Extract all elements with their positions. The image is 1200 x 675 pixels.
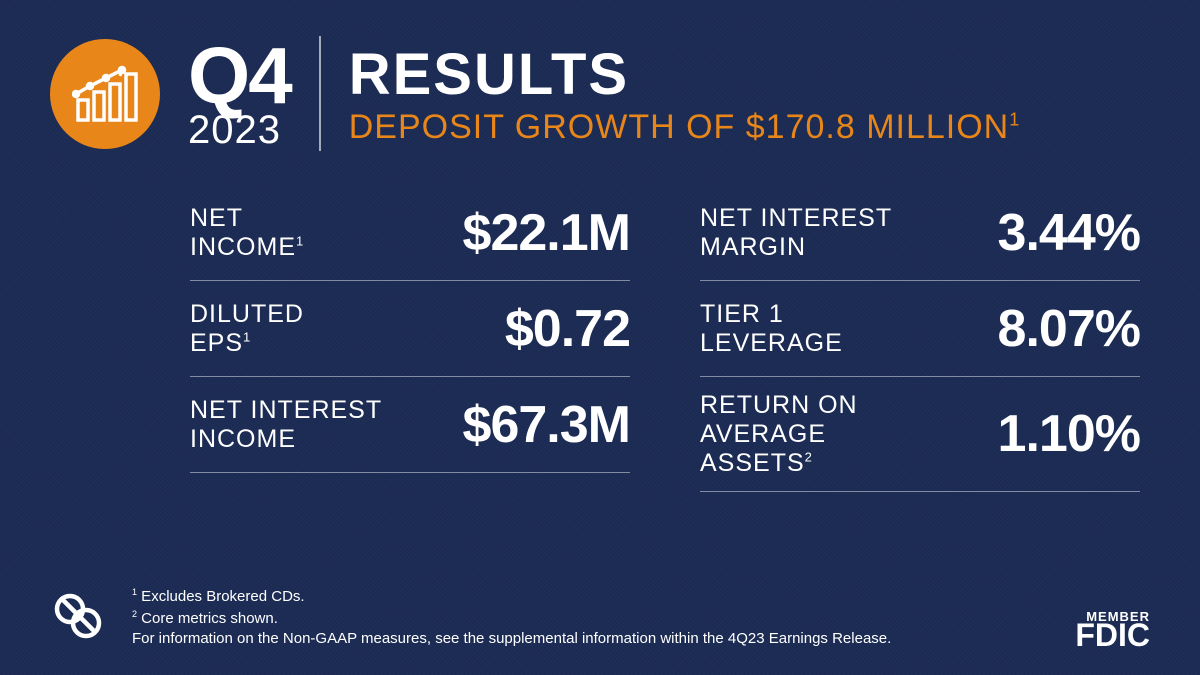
metric-value: $67.3M: [463, 395, 630, 455]
header-divider: [319, 36, 321, 151]
subtitle-sup: 1: [1009, 109, 1020, 129]
metric-label: RETURN ON AVERAGE ASSETS2: [700, 391, 858, 477]
subtitle-prefix: DEPOSIT GROWTH OF: [349, 108, 746, 146]
footnote-text: 1 Excludes Brokered CDs. 2 Core metrics …: [132, 586, 891, 649]
metric-value: 3.44%: [998, 203, 1140, 263]
chart-icon-badge: [50, 39, 160, 149]
bar-chart-icon: [72, 64, 138, 124]
metric-net-income: NET INCOME1 $22.1M: [190, 185, 630, 281]
results-subtitle: DEPOSIT GROWTH OF $170.8 MILLION1: [349, 108, 1021, 147]
metric-value: 8.07%: [998, 299, 1140, 359]
metric-diluted-eps: DILUTED EPS1 $0.72: [190, 281, 630, 377]
header: Q4 2023 RESULTS DEPOSIT GROWTH OF $170.8…: [0, 0, 1200, 151]
metric-label: NET INCOME1: [190, 204, 304, 262]
title-block: RESULTS DEPOSIT GROWTH OF $170.8 MILLION…: [349, 41, 1021, 147]
metric-label: DILUTED EPS1: [190, 300, 304, 358]
footnotes: 1 Excludes Brokered CDs. 2 Core metrics …: [50, 586, 891, 649]
metrics-grid: NET INCOME1 $22.1M DILUTED EPS1 $0.72 NE…: [0, 151, 1200, 492]
company-logo-icon: [50, 591, 110, 645]
fdic-badge: MEMBER FDIC: [1075, 611, 1150, 649]
footer: 1 Excludes Brokered CDs. 2 Core metrics …: [50, 586, 1150, 649]
metric-value: $0.72: [505, 299, 630, 359]
fdic-bottom: FDIC: [1075, 622, 1150, 649]
metrics-left-col: NET INCOME1 $22.1M DILUTED EPS1 $0.72 NE…: [190, 185, 630, 492]
metric-label: NET INTEREST INCOME: [190, 396, 382, 454]
metric-value: $22.1M: [463, 203, 630, 263]
metric-value: 1.10%: [998, 404, 1140, 464]
metric-return-on-avg-assets: RETURN ON AVERAGE ASSETS2 1.10%: [700, 377, 1140, 492]
year-label: 2023: [188, 112, 291, 148]
metric-label: NET INTEREST MARGIN: [700, 204, 892, 262]
quarter-label: Q4: [188, 40, 291, 112]
results-title: RESULTS: [349, 41, 1021, 108]
quarter-block: Q4 2023: [188, 40, 291, 148]
metric-net-interest-income: NET INTEREST INCOME $67.3M: [190, 377, 630, 473]
metric-net-interest-margin: NET INTEREST MARGIN 3.44%: [700, 185, 1140, 281]
metric-label: TIER 1 LEVERAGE: [700, 300, 843, 358]
metrics-right-col: NET INTEREST MARGIN 3.44% TIER 1 LEVERAG…: [700, 185, 1140, 492]
metric-tier1-leverage: TIER 1 LEVERAGE 8.07%: [700, 281, 1140, 377]
subtitle-amount: $170.8 MILLION: [746, 108, 1009, 146]
